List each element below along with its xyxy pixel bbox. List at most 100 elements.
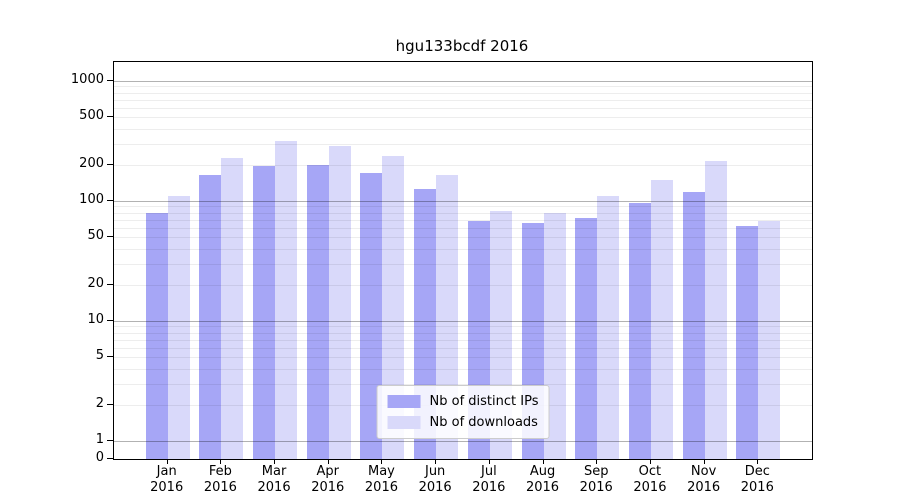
minor-gridline (114, 206, 812, 208)
bar-distinct-ips-feb (199, 174, 222, 459)
y-tick-label: 1000 (70, 72, 104, 87)
x-tick-mark (220, 459, 222, 464)
y-tick-label: 500 (79, 108, 104, 124)
major-gridline (114, 81, 812, 82)
minor-gridline (114, 332, 812, 334)
minor-gridline (114, 117, 812, 119)
legend-item-distinct-ips: Nb of distinct IPs (387, 394, 539, 409)
minor-gridline (114, 219, 812, 221)
x-tick-label: Jun 2016 (418, 464, 452, 495)
bar-downloads-mar (275, 141, 298, 459)
bar-downloads-oct (650, 179, 673, 459)
x-tick-mark (381, 459, 383, 464)
bar-distinct-ips-oct (628, 202, 651, 459)
x-tick-mark (703, 459, 705, 464)
legend-label-downloads: Nb of downloads (429, 415, 538, 430)
bar-downloads-jan (167, 196, 190, 459)
y-tick-mark (107, 320, 113, 321)
minor-gridline (114, 347, 812, 349)
y-tick-mark (107, 116, 113, 118)
bar-downloads-may (382, 156, 405, 459)
minor-gridline (114, 92, 812, 94)
minor-gridline (114, 383, 812, 385)
bar-distinct-ips-sep (575, 218, 598, 459)
x-tick-label: Nov 2016 (687, 464, 721, 495)
y-tick-mark (107, 458, 113, 459)
x-tick-mark (649, 459, 651, 464)
y-tick-mark (107, 200, 113, 201)
x-tick-mark (274, 459, 276, 464)
bar-downloads-nov (704, 161, 727, 459)
minor-gridline (114, 326, 812, 328)
minor-gridline (114, 357, 812, 359)
minor-gridline (114, 263, 812, 265)
minor-gridline (114, 164, 812, 166)
y-tick-label: 5 (95, 348, 104, 364)
bar-downloads-feb (221, 157, 244, 459)
y-tick-label: 2 (95, 395, 104, 411)
y-tick-label: 200 (79, 155, 104, 171)
legend-swatch-distinct-ips (387, 395, 421, 408)
bar-distinct-ips-mar (253, 165, 276, 459)
x-tick-label: Apr 2016 (311, 464, 345, 495)
legend-item-downloads: Nb of downloads (387, 415, 539, 430)
y-tick-label: 1 (95, 432, 104, 447)
bar-distinct-ips-apr (306, 165, 329, 459)
legend-label-distinct-ips: Nb of distinct IPs (429, 394, 539, 409)
x-tick-mark (542, 459, 544, 464)
y-tick-label: 10 (87, 312, 104, 327)
y-tick-mark (107, 440, 113, 441)
x-tick-label: Oct 2016 (633, 464, 667, 495)
bar-downloads-dec (758, 221, 781, 459)
minor-gridline (114, 227, 812, 229)
x-tick-label: Feb 2016 (203, 464, 237, 495)
minor-gridline (114, 128, 812, 130)
y-tick-mark (107, 283, 113, 285)
x-tick-label: Aug 2016 (525, 464, 560, 495)
legend: Nb of distinct IPs Nb of downloads (376, 385, 550, 439)
y-tick-mark (107, 236, 113, 238)
x-tick-mark (757, 459, 759, 464)
y-tick-label: 50 (87, 228, 104, 244)
y-tick-mark (107, 403, 113, 405)
major-gridline (114, 441, 812, 442)
minor-gridline (114, 99, 812, 101)
y-tick-label: 0 (95, 450, 104, 465)
minor-gridline (114, 143, 812, 145)
x-tick-mark (596, 459, 598, 464)
bar-downloads-apr (328, 146, 351, 459)
x-tick-mark (435, 459, 437, 464)
minor-gridline (114, 212, 812, 214)
x-tick-mark (488, 459, 490, 464)
minor-gridline (114, 237, 812, 239)
minor-gridline (114, 248, 812, 250)
x-tick-mark (166, 459, 168, 464)
major-gridline (114, 201, 812, 202)
y-tick-label: 20 (87, 275, 104, 291)
y-tick-mark (107, 356, 113, 358)
plot-area: Nb of distinct IPs Nb of downloads (113, 61, 813, 460)
x-tick-label: May 2016 (364, 464, 398, 495)
legend-swatch-downloads (387, 416, 421, 429)
x-tick-label: Dec 2016 (740, 464, 774, 495)
x-tick-label: Jan 2016 (150, 464, 184, 495)
minor-gridline (114, 368, 812, 370)
y-tick-mark (107, 163, 113, 165)
y-tick-mark (107, 80, 113, 81)
x-tick-mark (327, 459, 329, 464)
bar-downloads-sep (597, 196, 620, 459)
minor-gridline (114, 339, 812, 341)
minor-gridline (114, 86, 812, 88)
minor-gridline (114, 107, 812, 109)
bar-distinct-ips-dec (736, 225, 759, 459)
minor-gridline (114, 284, 812, 286)
chart-title: hgu133bcdf 2016 (395, 37, 529, 55)
x-tick-label: Mar 2016 (257, 464, 291, 495)
y-tick-label: 100 (79, 192, 104, 207)
major-gridline (114, 321, 812, 322)
x-tick-label: Jul 2016 (472, 464, 506, 495)
bar-distinct-ips-jan (145, 212, 168, 459)
bar-distinct-ips-nov (682, 191, 705, 459)
x-tick-label: Sep 2016 (579, 464, 613, 495)
